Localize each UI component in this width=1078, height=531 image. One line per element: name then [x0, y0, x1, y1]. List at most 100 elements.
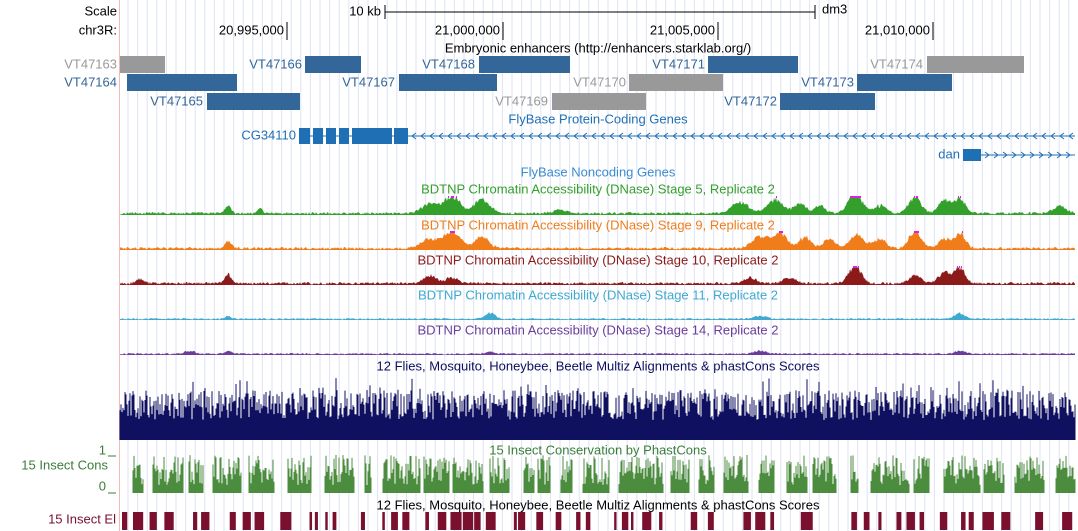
clip-mark: [960, 196, 961, 198]
side-label: 15 Insect Cons: [21, 457, 108, 472]
strand-arrow: [1047, 151, 1053, 159]
track-title: 15 Insect Conservation by PhastCons: [489, 442, 707, 457]
strand-arrow: [573, 132, 579, 140]
strand-arrow: [474, 132, 480, 140]
strand-arrow: [690, 132, 696, 140]
clip-mark: [860, 196, 861, 198]
element: [437, 512, 447, 530]
clip-mark: [852, 196, 853, 198]
element: [906, 512, 915, 530]
strand-arrow: [1029, 151, 1035, 159]
element: [851, 512, 857, 530]
assembly: dm3: [822, 1, 847, 16]
strand-arrow: [1050, 132, 1056, 140]
scale-label: Scale: [84, 3, 117, 18]
strand-arrow: [609, 132, 615, 140]
clip-mark: [776, 196, 777, 198]
enhancer-label: VT47172: [724, 93, 777, 108]
clip-mark: [850, 196, 851, 198]
element: [1062, 512, 1073, 530]
clip-mark: [853, 266, 854, 268]
strand-arrow: [1065, 151, 1071, 159]
enhancer-label: VT47166: [249, 56, 302, 71]
element: [518, 512, 526, 530]
strand-arrow: [780, 132, 786, 140]
element: [309, 512, 313, 530]
strand-arrow: [555, 132, 561, 140]
clip-mark: [780, 231, 781, 233]
strand-arrow: [591, 132, 597, 140]
element: [555, 512, 562, 530]
track-title: BDTNP Chromatin Accessibility (DNase) St…: [417, 322, 778, 337]
enhancer: [399, 74, 497, 91]
clip-mark: [456, 196, 457, 198]
element: [391, 512, 398, 530]
element: [132, 512, 144, 530]
strand-arrow: [528, 132, 534, 140]
element: [576, 512, 581, 530]
strand-arrow: [1059, 132, 1065, 140]
strand-arrow: [1032, 132, 1038, 140]
strand-arrow: [879, 132, 885, 140]
enhancer-label: VT47174: [870, 56, 923, 71]
clip-mark: [853, 196, 854, 198]
exon: [326, 128, 336, 144]
strand-arrow: [483, 132, 489, 140]
element: [939, 512, 948, 530]
strand-arrow: [447, 132, 453, 140]
element: [280, 512, 292, 530]
strand-arrow: [519, 132, 525, 140]
clip-mark: [959, 266, 960, 268]
clip-mark: [962, 231, 963, 233]
element: [1035, 512, 1044, 530]
clip-mark: [859, 196, 860, 198]
element: [229, 512, 236, 530]
axis-label: 0: [99, 478, 106, 493]
strand-arrow: [771, 132, 777, 140]
strand-arrow: [1020, 151, 1026, 159]
element: [325, 512, 328, 530]
element: [919, 512, 925, 530]
strand-arrow: [753, 132, 759, 140]
strand-arrow: [546, 132, 552, 140]
enhancer: [305, 56, 361, 73]
clip-mark: [857, 196, 858, 198]
strand-arrow: [636, 132, 642, 140]
strand-arrow: [852, 132, 858, 140]
clip-mark: [781, 231, 782, 233]
track-title: Embryonic enhancers (http://enhancers.st…: [445, 40, 751, 55]
element: [743, 512, 751, 530]
element: [1001, 512, 1011, 530]
enhancer-label: VT47170: [573, 74, 626, 89]
strand-arrow: [1005, 132, 1011, 140]
element: [402, 512, 410, 530]
enhancer: [120, 56, 165, 73]
position-label: 20,995,000: [219, 22, 284, 37]
element: [961, 512, 966, 530]
exon: [963, 149, 981, 161]
element: [770, 512, 775, 530]
strand-arrow: [1014, 132, 1020, 140]
strand-arrow: [618, 132, 624, 140]
clip-mark: [448, 196, 449, 198]
strand-arrow: [1011, 151, 1017, 159]
exon: [339, 128, 349, 144]
enhancer: [479, 56, 570, 73]
element: [585, 512, 591, 530]
clip-mark: [854, 196, 855, 198]
enhancer-label: VT47173: [801, 74, 854, 89]
element: [149, 512, 157, 530]
signal: [120, 267, 1075, 285]
element: [878, 512, 882, 530]
element: [536, 512, 544, 530]
clip-mark: [856, 266, 857, 268]
element: [474, 512, 481, 530]
strand-arrow: [834, 132, 840, 140]
clip-mark: [782, 231, 783, 233]
strand-arrow: [825, 132, 831, 140]
element: [800, 512, 813, 530]
enhancer: [629, 74, 723, 91]
strand-arrow: [537, 132, 543, 140]
axis-label: 1: [99, 442, 106, 457]
